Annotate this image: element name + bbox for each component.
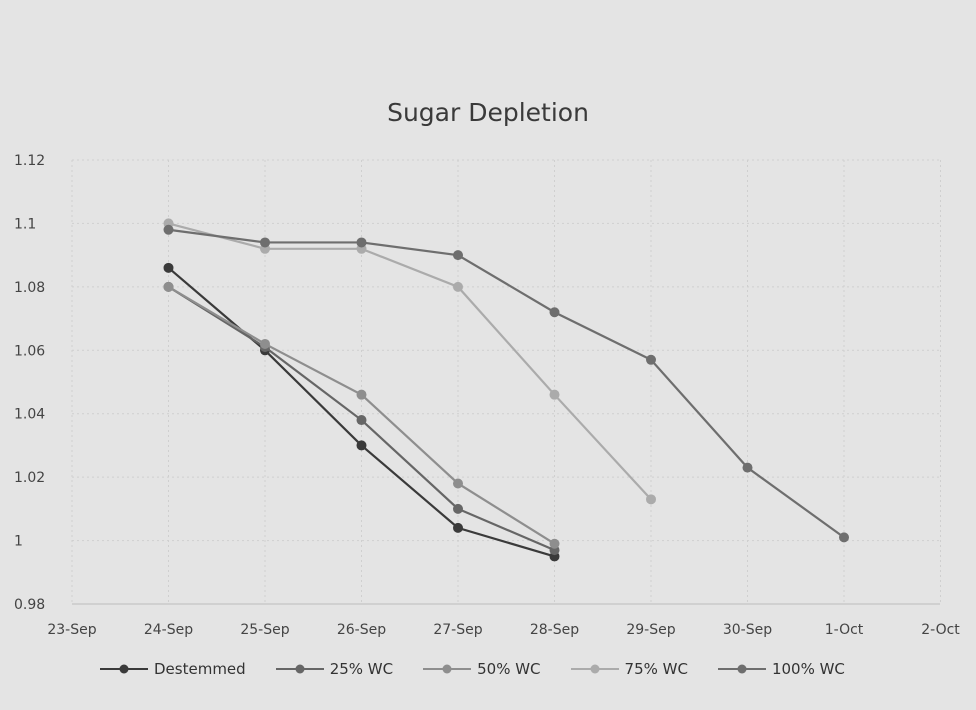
data-point xyxy=(356,237,367,248)
data-point xyxy=(356,440,367,451)
chart-title: Sugar Depletion xyxy=(387,98,589,127)
x-tick-label: 25-Sep xyxy=(240,622,289,638)
legend-label: 100% WC xyxy=(771,660,845,678)
data-point xyxy=(260,338,270,349)
data-point xyxy=(260,237,270,248)
y-tick-label: 1.12 xyxy=(14,153,45,169)
legend-marker-icon xyxy=(717,664,766,674)
data-point xyxy=(453,250,463,261)
legend-marker-icon xyxy=(100,664,148,674)
series-line-100-wc xyxy=(168,228,845,539)
data-point xyxy=(453,503,463,514)
y-tick-label: 1.02 xyxy=(14,470,45,486)
y-tick-label: 1.08 xyxy=(14,280,45,296)
legend-label: Destemmed xyxy=(154,660,246,678)
y-tick-label: 1.06 xyxy=(14,343,45,359)
x-tick-label: 27-Sep xyxy=(433,622,482,638)
data-point xyxy=(839,532,849,543)
data-point xyxy=(453,281,463,292)
x-tick-label: 1-Oct xyxy=(825,622,864,638)
data-point xyxy=(163,281,174,292)
legend-marker-icon xyxy=(423,664,472,674)
legend-item: 50% WC xyxy=(423,660,541,678)
data-point xyxy=(453,478,463,489)
data-point xyxy=(163,224,174,235)
data-point xyxy=(646,354,656,365)
legend-item: 75% WC xyxy=(570,660,688,678)
x-tick-label: 24-Sep xyxy=(144,622,193,638)
x-tick-label: 26-Sep xyxy=(337,622,386,638)
legend-marker-icon xyxy=(275,664,324,674)
x-tick-label: 30-Sep xyxy=(723,622,772,638)
legend-item: 25% WC xyxy=(275,660,394,678)
y-tick-label: 1 xyxy=(14,534,23,550)
legend-label: 50% WC xyxy=(477,660,541,678)
legend-item: 100% WC xyxy=(717,660,845,678)
data-point xyxy=(453,522,463,533)
y-tick-label: 1.1 xyxy=(14,216,36,232)
y-tick-label: 1.04 xyxy=(14,407,45,423)
y-tick-label: 0.98 xyxy=(14,597,45,613)
data-point xyxy=(549,389,560,400)
legend-marker-icon xyxy=(570,664,619,674)
data-point xyxy=(356,389,367,400)
series-line-75-wc xyxy=(168,222,652,501)
x-tick-label: 28-Sep xyxy=(530,622,579,638)
data-point xyxy=(549,307,560,318)
legend-label: 25% WC xyxy=(329,660,394,678)
data-point xyxy=(646,494,656,505)
x-tick-label: 23-Sep xyxy=(47,622,96,638)
data-point xyxy=(163,262,174,273)
x-tick-label: 2-Oct xyxy=(921,622,960,638)
x-tick-label: 29-Sep xyxy=(626,622,675,638)
data-point xyxy=(742,462,753,473)
data-point xyxy=(356,415,367,426)
legend-label: 75% WC xyxy=(624,660,688,678)
legend: Destemmed 25% WC 50% WC 75% WC 100% WC xyxy=(100,660,845,678)
data-point xyxy=(549,538,560,549)
legend-item: Destemmed xyxy=(100,660,246,678)
